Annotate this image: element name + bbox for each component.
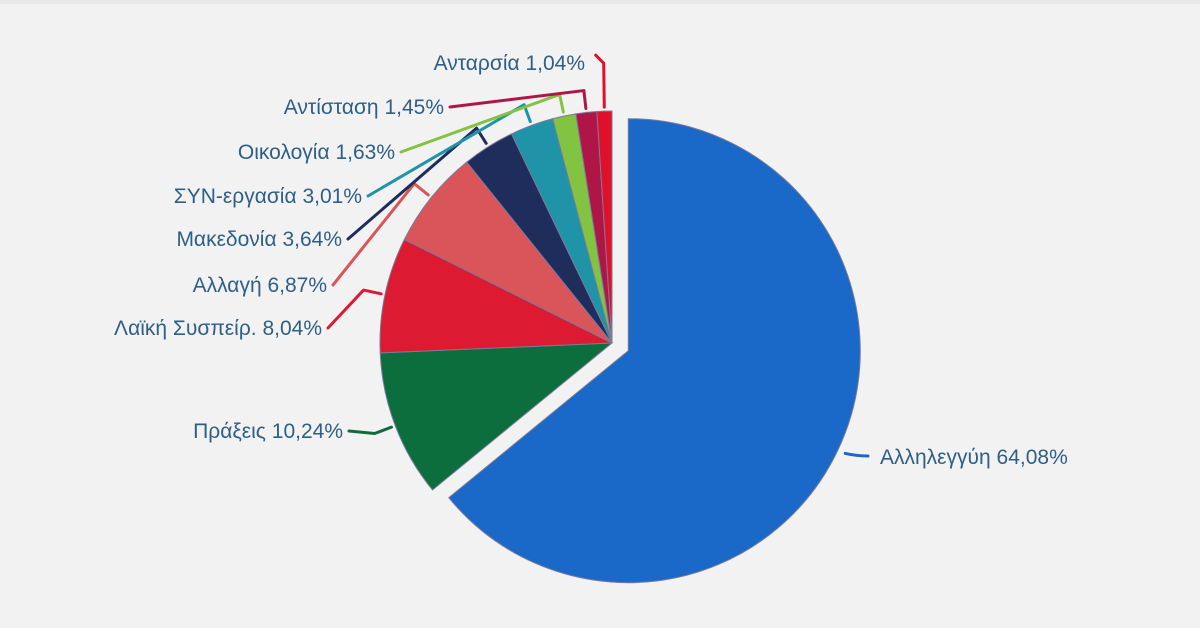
leader-line <box>326 288 383 330</box>
pie-slice[interactable] <box>448 118 861 584</box>
slice-label: ΣΥΝ-εργασία 3,01% <box>174 185 362 208</box>
slice-label: Λαϊκή Συσπείρ. 8,04% <box>114 317 322 340</box>
slice-label: Αντίσταση 1,45% <box>284 96 444 119</box>
leader-lines <box>326 53 870 458</box>
slice-label: Πράξεις 10,24% <box>193 420 343 443</box>
leader-line <box>843 451 870 458</box>
pie-slices <box>379 110 861 584</box>
slice-label: Οικολογία 1,63% <box>238 141 395 164</box>
pie-slice[interactable] <box>379 342 614 491</box>
leader-line <box>594 53 606 109</box>
pie-slice[interactable] <box>596 110 613 344</box>
slice-label: Μακεδονία 3,64% <box>176 228 342 251</box>
slice-label: Αλλαγή 6,87% <box>193 274 327 297</box>
pie-chart: Αλληλεγγύη 64,08% Πράξεις 10,24% Λαϊκή Συσ… <box>114 52 1068 584</box>
leader-line <box>366 103 532 198</box>
leader-line <box>346 126 488 241</box>
slice-label: Ανταρσία 1,04% <box>434 52 585 75</box>
leader-line <box>448 89 588 110</box>
leader-line <box>347 425 393 436</box>
slice-label: Αλληλεγγύη 64,08% <box>880 446 1068 469</box>
slice-labels: Αλληλεγγύη 64,08% Πράξεις 10,24% Λαϊκή Συσ… <box>114 52 1068 469</box>
pie-slice[interactable] <box>379 238 613 354</box>
